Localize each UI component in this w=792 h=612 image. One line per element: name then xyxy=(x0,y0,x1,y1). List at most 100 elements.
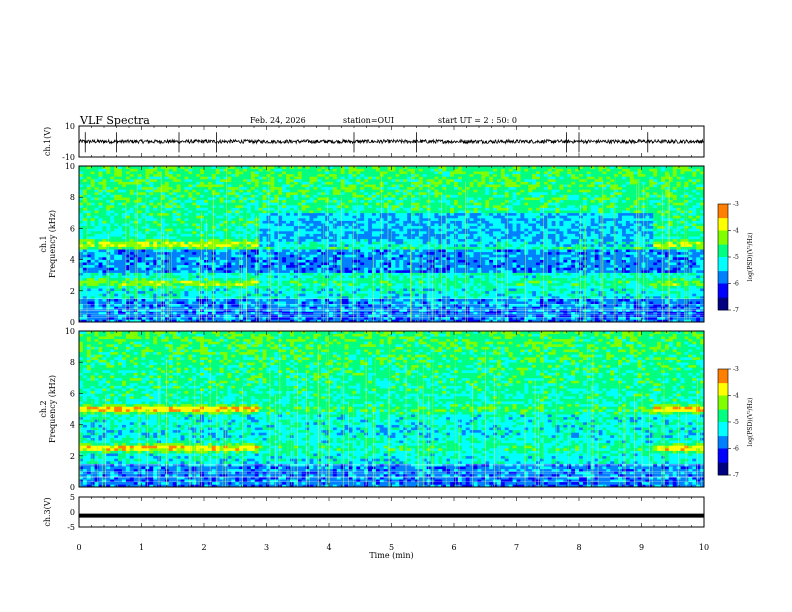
spectrogram-cell xyxy=(227,223,232,227)
spectrogram-cell xyxy=(317,290,322,294)
spectrogram-cell xyxy=(368,277,373,281)
spectrogram-cell xyxy=(207,199,213,203)
spectrogram-cell xyxy=(176,272,181,276)
spectrogram-cell xyxy=(375,254,381,258)
spectrogram-cell xyxy=(348,246,353,250)
spectrogram-cell xyxy=(297,280,302,284)
spectrogram-cell xyxy=(192,186,197,190)
spectrogram-cell xyxy=(360,309,365,312)
spectrogram-cell xyxy=(231,186,236,190)
spectrogram-cell xyxy=(270,199,275,203)
spectrogram-cell xyxy=(196,192,201,195)
spectrogram-cell xyxy=(286,290,291,294)
spectrogram-cell xyxy=(215,236,220,240)
spectrogram-cell xyxy=(329,290,334,294)
spectrogram-cell xyxy=(94,166,99,169)
spectrogram-cell xyxy=(352,241,357,245)
spectrogram-cell xyxy=(219,290,224,294)
spectrogram-cell xyxy=(332,212,338,216)
spectrogram-cell xyxy=(176,270,181,273)
spectrogram-cell xyxy=(223,257,228,260)
spectrogram-cell xyxy=(235,192,240,195)
spectrogram-cell xyxy=(121,199,127,203)
spectrogram-cell xyxy=(383,301,388,305)
spectrogram-cell xyxy=(215,166,220,169)
spectrogram-cell xyxy=(164,254,170,258)
spectrogram-cell xyxy=(262,280,267,284)
spectrogram-cell xyxy=(161,244,166,247)
spectrogram-cell xyxy=(207,202,213,206)
spectrogram-cell xyxy=(313,238,318,242)
spectrogram-cell xyxy=(344,192,349,195)
spectrogram-cell xyxy=(94,311,99,315)
spectrogram-cell xyxy=(153,189,158,193)
spectrogram-cell xyxy=(157,189,162,193)
spectrogram-cell xyxy=(286,171,291,175)
spectrogram-cell xyxy=(348,166,353,169)
spectrogram-cell xyxy=(141,272,146,276)
spectrogram-cell xyxy=(172,272,177,276)
spectrogram-cell xyxy=(145,244,150,247)
spectrogram-cell xyxy=(219,179,224,182)
spectrogram-cell xyxy=(340,205,345,208)
spectrogram-cell xyxy=(164,186,170,190)
spectrogram-cell xyxy=(297,173,302,177)
spectrogram-cell xyxy=(161,298,166,302)
spectrogram-cell xyxy=(207,288,213,292)
spectrogram-cell xyxy=(223,194,228,198)
spectrogram-cell xyxy=(274,173,279,177)
spectrogram-cell xyxy=(258,199,263,203)
spectrogram-cell xyxy=(106,210,111,214)
spectrogram-cell xyxy=(235,186,240,190)
spectrogram-cell xyxy=(352,249,357,253)
spectrogram-cell xyxy=(188,184,193,188)
spectrogram-cell xyxy=(352,270,357,273)
spectrogram-cell xyxy=(98,212,103,216)
spectrogram-cell xyxy=(243,303,248,307)
spectrogram-cell xyxy=(188,316,193,320)
spectrogram-cell xyxy=(258,306,263,310)
spectrogram-cell xyxy=(118,168,123,172)
spectrogram-cell xyxy=(360,202,365,206)
spectrogram-cell xyxy=(395,283,400,286)
spectrogram-cell xyxy=(329,257,334,260)
spectrogram-cell xyxy=(118,233,123,237)
spectrogram-cell xyxy=(90,236,95,240)
spectrogram-cell xyxy=(250,194,256,198)
spectrogram-cell xyxy=(129,189,134,193)
spectrogram-cell xyxy=(360,181,365,185)
spectrogram-cell xyxy=(289,254,295,258)
spectrogram-cell xyxy=(149,168,154,172)
spectrogram-cell xyxy=(207,303,213,307)
spectrogram-cell xyxy=(375,298,381,302)
spectrogram-cell xyxy=(125,251,131,255)
spectrogram-cell xyxy=(348,179,353,182)
spectrogram-cell xyxy=(219,215,224,219)
spectrogram-cell xyxy=(200,202,205,206)
spectrogram-cell xyxy=(196,218,201,221)
spectrogram-cell xyxy=(246,194,252,198)
spectrogram-cell xyxy=(137,205,142,208)
spectrogram-cell xyxy=(188,254,193,258)
spectrogram-cell xyxy=(340,218,345,221)
spectrogram-cell xyxy=(325,220,330,224)
spectrogram-cell xyxy=(129,244,134,247)
spectrogram-cell xyxy=(250,231,256,234)
spectrogram-cell xyxy=(94,277,99,281)
spectrogram-cell xyxy=(289,176,295,180)
spectrogram-cell xyxy=(262,220,267,224)
spectrogram-cell xyxy=(278,249,283,253)
spectrogram-cell xyxy=(192,192,197,195)
spectrogram-cell xyxy=(317,262,322,266)
spectrogram-cell xyxy=(141,259,146,263)
spectrogram-cell xyxy=(204,236,209,240)
spectrogram-cell xyxy=(246,285,252,289)
spectrogram-cell xyxy=(82,181,88,185)
spectrogram-cell xyxy=(286,280,291,284)
spectrogram-cell xyxy=(239,301,244,305)
spectrogram-cell xyxy=(371,176,377,180)
spectrogram-cell xyxy=(168,194,174,198)
spectrogram-cell xyxy=(153,244,158,247)
spectrogram-cell xyxy=(286,228,291,232)
spectrogram-cell xyxy=(141,199,146,203)
